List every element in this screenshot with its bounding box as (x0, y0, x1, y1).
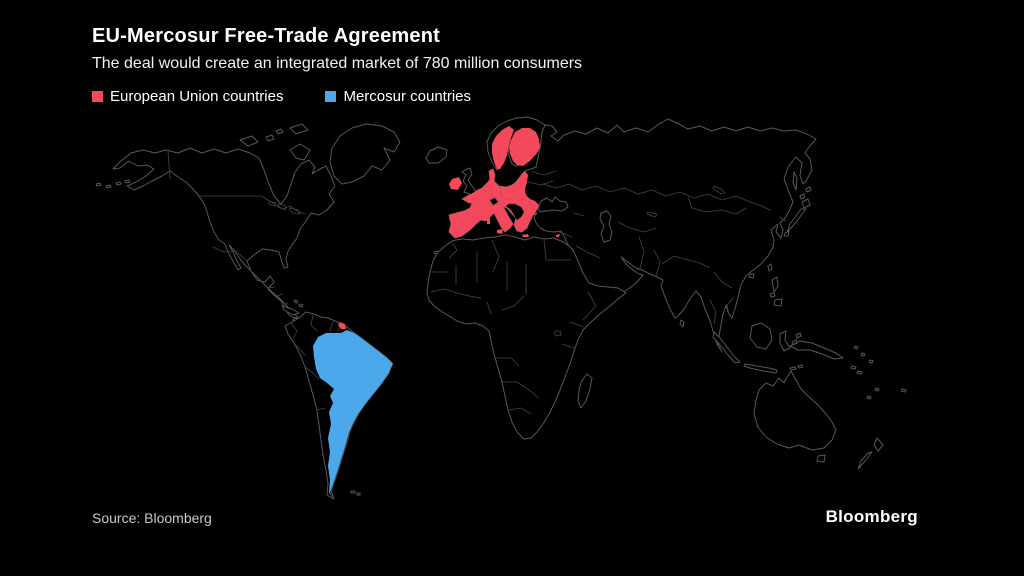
borders-africa (429, 239, 597, 415)
legend-item-eu: European Union countries (92, 88, 283, 105)
borders-eastern-europe (527, 170, 557, 186)
eu-region-finland (509, 128, 540, 166)
landmass-arctic-islands (239, 123, 311, 161)
mercosur-legend-swatch (325, 91, 337, 102)
borders-asia (542, 183, 787, 325)
non-eu-enclaves (489, 197, 525, 221)
source-note: Source: Bloomberg (92, 510, 212, 526)
chart-title: EU-Mercosur Free-Trade Agreement (92, 25, 440, 47)
landmass-greenland (329, 123, 401, 185)
eu-legend-swatch (92, 91, 103, 102)
lake-victoria (553, 330, 562, 337)
lake-baikal (712, 185, 726, 195)
landmass-north-america (112, 147, 336, 319)
eu-region-sweden (492, 126, 514, 169)
eu-mediterranean-islands (471, 211, 560, 237)
eu-legend-swatch-icon (92, 91, 103, 102)
landmasses (95, 116, 907, 500)
mercosur-region (313, 330, 393, 499)
oceania-islands (850, 345, 907, 470)
eu-region-ireland (449, 177, 462, 190)
asian-islands (679, 171, 844, 374)
lake-balkhash (646, 211, 658, 218)
legend-item-mercosur: Mercosur countries (325, 88, 471, 105)
mercosur-legend-swatch-icon (325, 91, 337, 102)
eu-french-guiana (338, 322, 346, 329)
landmass-iceland (425, 146, 448, 164)
borders-americas (167, 150, 341, 411)
eu-internal-borders (463, 182, 537, 222)
lakes (268, 185, 726, 337)
legend-label-eu: European Union countries (110, 88, 284, 105)
landmass-eurasia (448, 118, 817, 353)
eu-borders (463, 182, 537, 222)
landmass-madagascar (577, 373, 593, 409)
country-borders (167, 150, 787, 415)
landmass-africa (426, 234, 627, 440)
aleutian-islands (95, 179, 131, 189)
landmass-australia (753, 370, 837, 463)
legend: European Union countries Mercosur countr… (92, 88, 471, 105)
legend-label-mercosur: Mercosur countries (343, 88, 471, 105)
bloomberg-logo: Bloomberg (825, 507, 918, 526)
chart-subtitle: The deal would create an integrated mark… (92, 55, 583, 72)
